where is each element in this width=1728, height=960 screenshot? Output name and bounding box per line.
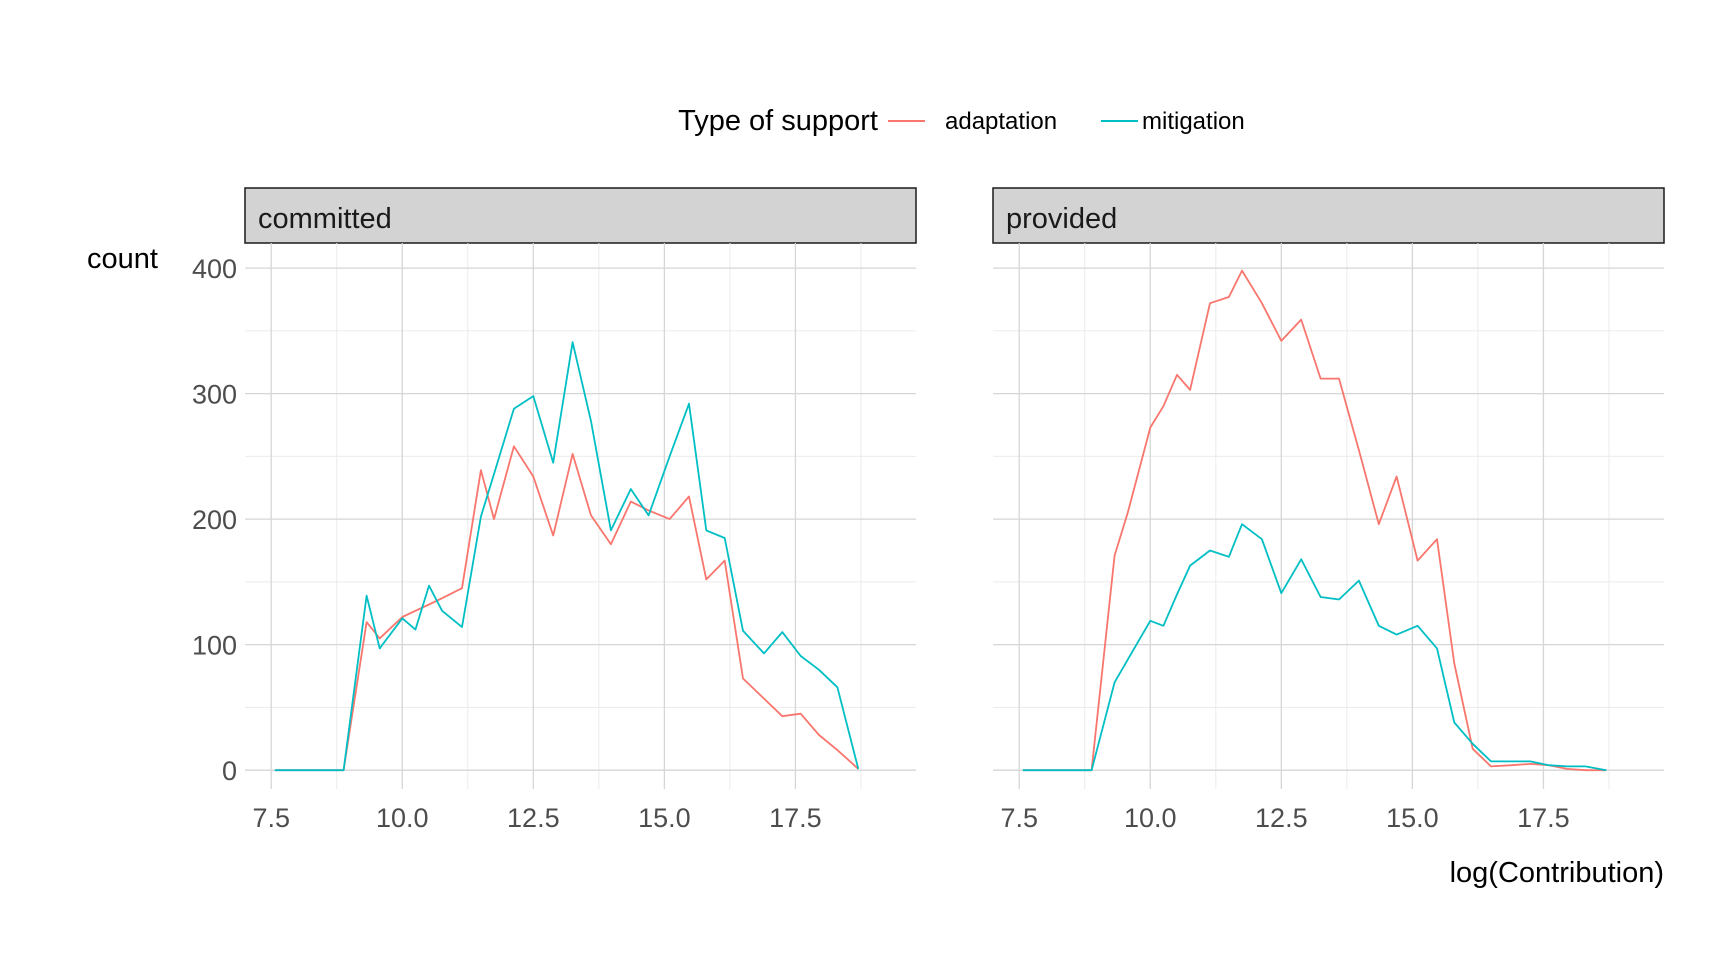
x-tick-label-provided-3: 15.0 [1386,803,1439,833]
series-committed [274,341,860,772]
x-tick-label-provided-0: 7.5 [1000,803,1038,833]
y-tick-label-1: 100 [192,631,237,661]
x-tick-label-provided-2: 12.5 [1255,803,1308,833]
strip-background-provided [992,187,1665,244]
panel-strip-committed: committed [244,187,917,244]
series-line-committed-adaptation [274,445,859,772]
series-line-provided-adaptation [1022,269,1607,772]
x-tick-labels-provided: 7.5 10.0 12.5 15.0 17.5 [1000,803,1569,833]
y-tick-label-3: 300 [192,380,237,410]
strip-background-committed [244,187,917,244]
x-axis-title: log(Contribution) [1450,857,1664,889]
y-tick-label-0: 0 [222,756,237,786]
y-axis-title: count [87,243,158,275]
x-tick-label-committed-2: 12.5 [507,803,560,833]
panel-provided: 7.5 10.0 12.5 15.0 17.5 [993,243,1664,833]
series-line-provided-mitigation [1022,523,1607,772]
series-line-committed-mitigation [274,341,860,772]
x-tick-label-committed-1: 10.0 [376,803,429,833]
x-tick-label-committed-4: 17.5 [769,803,822,833]
y-tick-labels: 0 100 200 300 400 [192,254,237,786]
panel-strip-provided: provided [992,187,1665,244]
x-tick-label-committed-3: 15.0 [638,803,691,833]
y-tick-label-4: 400 [192,254,237,284]
x-tick-label-provided-4: 17.5 [1517,803,1570,833]
strip-label-committed: committed [258,203,392,235]
x-tick-labels-committed: 7.5 10.0 12.5 15.0 17.5 [252,803,821,833]
legend-label-adaptation: adaptation [945,108,1057,135]
legend-title: Type of support [678,105,878,137]
x-tick-label-provided-1: 10.0 [1124,803,1177,833]
series-provided [1022,269,1607,772]
legend: Type of support adaptation mitigation [678,105,1245,137]
legend-label-mitigation: mitigation [1142,108,1245,135]
y-tick-label-2: 200 [192,505,237,535]
strip-label-provided: provided [1006,203,1117,235]
panel-committed: 7.5 10.0 12.5 15.0 17.5 [245,243,916,833]
x-tick-label-committed-0: 7.5 [252,803,290,833]
